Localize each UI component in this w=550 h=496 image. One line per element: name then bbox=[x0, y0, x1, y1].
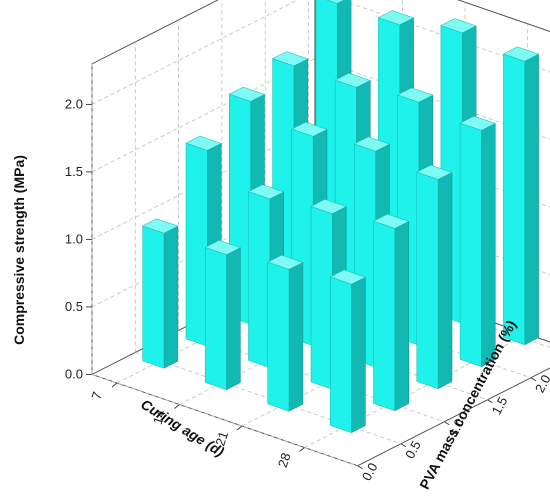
bar-top-face bbox=[502, 46, 540, 62]
bar-top-face bbox=[396, 87, 434, 103]
pva-tick bbox=[443, 421, 450, 426]
bar-front-face bbox=[416, 171, 439, 390]
bar bbox=[142, 218, 179, 369]
bar-front-face bbox=[329, 276, 352, 434]
bar-top-face bbox=[291, 121, 328, 137]
pva-tick-label: 0.5 bbox=[402, 438, 424, 461]
bar bbox=[267, 254, 304, 412]
bar-top-face bbox=[310, 199, 347, 214]
pva-tick-label: 1.0 bbox=[445, 416, 467, 439]
bar bbox=[416, 164, 453, 390]
age-tick-label: 28 bbox=[275, 451, 294, 469]
bar-side-face bbox=[351, 276, 366, 434]
bar-top-face bbox=[377, 10, 415, 26]
bar-side-face bbox=[394, 220, 409, 412]
age-tick bbox=[111, 382, 118, 388]
bar-front-face bbox=[373, 220, 396, 412]
bar-layer bbox=[142, 0, 540, 434]
bar-top-face bbox=[185, 135, 222, 151]
bar-front-face bbox=[248, 191, 271, 369]
bar-front-face bbox=[310, 206, 333, 390]
bar bbox=[372, 213, 410, 412]
bar-top-face bbox=[372, 213, 410, 229]
bar-front-face bbox=[267, 261, 290, 412]
strength-tick-label: 1.5 bbox=[65, 164, 83, 179]
pva-tick bbox=[487, 399, 493, 404]
strength-tick-label: 1.0 bbox=[65, 231, 83, 246]
floor-gridline bbox=[91, 374, 358, 467]
bar-front-face bbox=[185, 142, 208, 347]
strength-tick-label: 0.0 bbox=[65, 366, 83, 381]
bar-side-face bbox=[288, 261, 304, 412]
bar-front-face bbox=[459, 122, 482, 368]
pva-tick-label: 2.0 bbox=[532, 372, 550, 395]
age-tick bbox=[236, 425, 243, 431]
bar-top-face bbox=[459, 115, 496, 131]
pva-tick bbox=[530, 377, 537, 382]
bar-top-face bbox=[204, 240, 242, 255]
bar-side-face bbox=[481, 122, 496, 368]
strength-tick-label: 2.0 bbox=[65, 96, 83, 111]
age-tick-label: 14 bbox=[150, 408, 169, 426]
z-axis-title: Compressive strength (MPa) bbox=[11, 155, 27, 345]
bar-top-face bbox=[416, 164, 453, 180]
bar-top-face bbox=[440, 18, 477, 34]
wall-gridline bbox=[91, 0, 550, 105]
bar-front-face bbox=[503, 53, 525, 346]
pva-tick bbox=[357, 465, 363, 470]
bar-front-face bbox=[142, 225, 165, 369]
age-tick bbox=[299, 447, 305, 452]
bar bbox=[329, 269, 367, 434]
bar-top-face bbox=[271, 51, 309, 67]
bar-side-face bbox=[524, 53, 539, 346]
bar bbox=[502, 46, 540, 346]
pva-tick-label: 0.0 bbox=[359, 460, 381, 483]
pva-tick-label: 1.5 bbox=[489, 394, 511, 417]
wall-gridline bbox=[91, 58, 550, 173]
age-tick-label: 21 bbox=[212, 429, 231, 447]
age-tick-label: 7 bbox=[88, 390, 105, 402]
bar-side-face bbox=[437, 171, 453, 390]
bar-side-face bbox=[163, 225, 179, 369]
bar-top-face bbox=[329, 269, 367, 285]
bar bbox=[204, 240, 242, 391]
bar-top-face bbox=[247, 184, 285, 200]
strength-tick-label: 0.5 bbox=[65, 299, 83, 314]
pva-tick bbox=[400, 443, 407, 448]
age-tick bbox=[174, 404, 180, 409]
bar-top-face bbox=[334, 72, 371, 88]
bar-side-face bbox=[226, 247, 241, 391]
bar-top-face bbox=[353, 136, 391, 152]
bar bbox=[459, 115, 496, 368]
bar-top-face bbox=[267, 254, 304, 270]
bar-top-face bbox=[326, 0, 345, 4]
bar-front-face bbox=[204, 247, 227, 391]
bar-top-face bbox=[228, 86, 266, 102]
bar-top-face bbox=[142, 218, 179, 234]
